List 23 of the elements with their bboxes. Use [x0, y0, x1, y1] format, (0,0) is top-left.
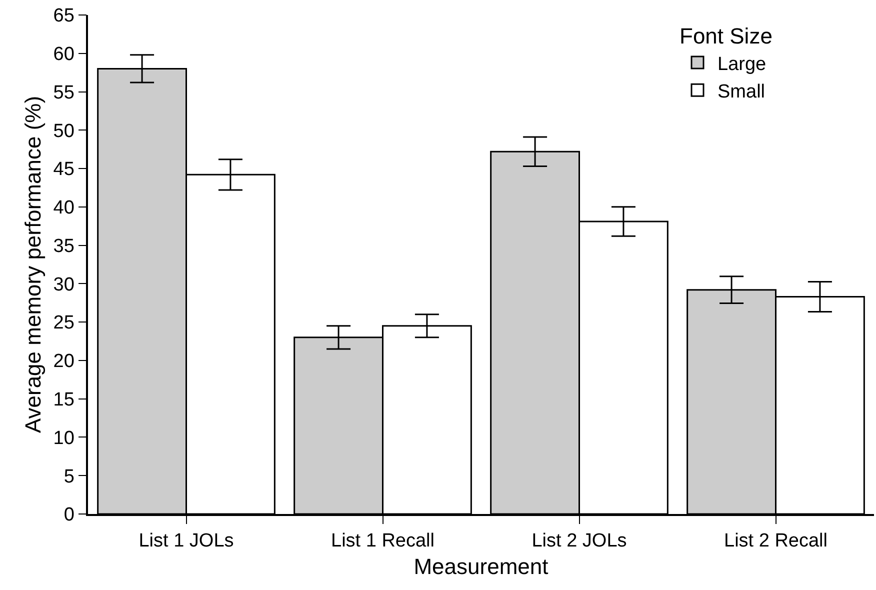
legend-label: Large — [718, 54, 766, 75]
y-tick-label: 40 — [53, 198, 74, 219]
y-tick-label: 25 — [53, 312, 74, 334]
x-tick-label: List 2 Recall — [724, 530, 828, 552]
x-tick-label: List 1 JOLs — [138, 530, 234, 552]
y-tick-label: 60 — [53, 44, 74, 66]
y-axis-title: Average memory performance (%) — [20, 96, 46, 434]
y-tick-label: 10 — [53, 428, 74, 449]
y-tick-label: 5 — [64, 466, 74, 488]
y-tick-label: 45 — [53, 159, 74, 180]
y-tick-label: 20 — [53, 351, 74, 372]
y-tick-label: 30 — [53, 274, 74, 296]
y-tick-label: 35 — [53, 236, 74, 257]
y-tick-label: 55 — [53, 82, 74, 104]
y-tick-label: 50 — [53, 120, 74, 142]
x-tick-label: List 1 Recall — [331, 530, 434, 552]
y-tick-label: 65 — [53, 6, 74, 27]
legend-label: Small — [718, 82, 766, 103]
x-tick-label: List 2 JOLs — [532, 530, 627, 552]
legend-title: Font Size — [680, 24, 772, 49]
x-axis-title: Measurement — [414, 554, 548, 579]
y-tick-label: 15 — [53, 390, 74, 410]
y-tick-label: 0 — [64, 504, 74, 526]
